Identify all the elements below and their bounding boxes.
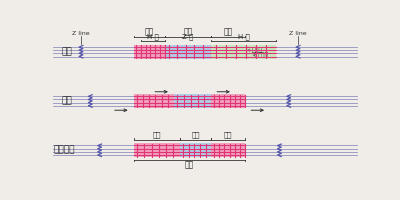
Text: 粗肌丝: 粗肌丝 xyxy=(252,47,263,53)
Bar xyxy=(165,45,211,59)
Text: 细肌丝: 细肌丝 xyxy=(258,53,269,58)
Bar xyxy=(134,94,174,108)
Text: Z 线: Z 线 xyxy=(182,34,194,40)
Bar xyxy=(211,45,245,59)
Text: 强力收缩: 强力收缩 xyxy=(53,146,75,155)
Text: H 带: H 带 xyxy=(238,33,250,40)
Bar xyxy=(174,94,211,108)
Bar xyxy=(180,143,211,157)
Text: Z line: Z line xyxy=(72,31,90,36)
Text: 暗带: 暗带 xyxy=(144,27,154,36)
Bar xyxy=(134,45,165,59)
Text: 暗带: 暗带 xyxy=(153,132,161,138)
Text: 肌节: 肌节 xyxy=(185,160,194,169)
Text: H 带: H 带 xyxy=(147,33,159,40)
Text: 明带: 明带 xyxy=(192,132,200,138)
Text: 明带: 明带 xyxy=(183,27,192,36)
Text: Z line: Z line xyxy=(289,31,307,36)
Text: 收缩: 收缩 xyxy=(62,97,72,106)
Text: 暗带: 暗带 xyxy=(224,132,232,138)
Bar xyxy=(134,143,180,157)
Bar xyxy=(211,94,245,108)
Bar xyxy=(211,143,245,157)
Text: 暗带: 暗带 xyxy=(224,27,233,36)
Bar xyxy=(211,45,276,59)
Text: 舒张: 舒张 xyxy=(62,47,72,56)
